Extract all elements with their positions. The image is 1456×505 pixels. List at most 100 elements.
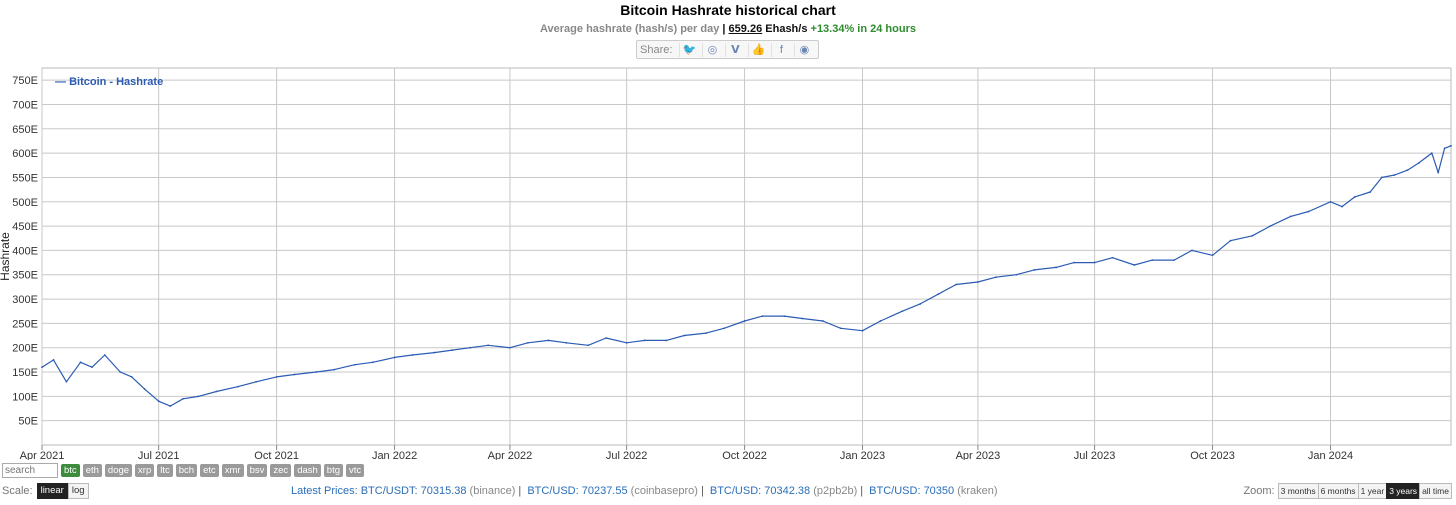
coin-selector: btcethdogexrpltcbchetcxmrbsvzecdashbtgvt…	[2, 463, 365, 478]
scale-log-button[interactable]: log	[67, 483, 89, 499]
reddit-icon[interactable]: ◎	[702, 42, 721, 57]
scale-linear-button[interactable]: linear	[36, 483, 68, 499]
weibo-icon[interactable]: ◉	[794, 42, 813, 57]
coin-button-bsv[interactable]: bsv	[246, 464, 268, 477]
coin-button-xmr[interactable]: xmr	[221, 464, 244, 477]
data-point	[937, 293, 940, 296]
chart-subtitle: Average hashrate (hash/s) per day | 659.…	[0, 23, 1456, 35]
y-tick-label: 450E	[12, 221, 38, 233]
data-point	[1269, 225, 1272, 227]
data-point	[1133, 264, 1136, 266]
zoom-label: Zoom:	[1243, 485, 1275, 497]
x-tick-label: Oct 2021	[254, 450, 299, 460]
x-tick-label: Apr 2022	[488, 450, 533, 460]
data-point	[1329, 200, 1332, 203]
y-tick-label: 200E	[12, 343, 38, 355]
data-point	[994, 276, 997, 279]
zoom-button-3-months[interactable]: 3 months	[1277, 483, 1319, 499]
data-point	[587, 344, 590, 347]
like-icon[interactable]: 👍	[748, 42, 767, 57]
coin-button-eth[interactable]: eth	[82, 464, 102, 477]
share-bar: Share: 🐦 ◎ 𝗩 👍 f ◉	[636, 40, 820, 59]
data-point	[1173, 259, 1175, 262]
price-binance[interactable]: BTC/USDT: 70315.38 (binance)	[360, 485, 516, 497]
x-tick-label: Jul 2021	[138, 450, 180, 460]
data-point	[625, 341, 628, 344]
zoom-button-1-year[interactable]: 1 year	[1357, 483, 1388, 499]
data-point	[1055, 266, 1058, 269]
data-point	[79, 361, 82, 364]
x-tick-label: Apr 2023	[956, 450, 1001, 460]
data-point	[169, 405, 172, 407]
data-point	[41, 366, 43, 369]
coin-button-dash[interactable]: dash	[294, 464, 321, 477]
data-point	[1289, 215, 1292, 218]
data-point	[1073, 261, 1075, 264]
data-point	[1353, 196, 1356, 198]
current-hashrate: | 659.26 Ehash/s	[722, 23, 808, 35]
zoom-button-6-months[interactable]: 6 months	[1317, 483, 1359, 499]
coin-button-btg[interactable]: btg	[323, 464, 344, 477]
coin-button-ltc[interactable]: ltc	[157, 464, 173, 477]
twitter-icon[interactable]: 🐦	[679, 42, 698, 57]
data-point	[1229, 239, 1232, 242]
price-coinbasepro[interactable]: BTC/USD: 70237.55 (coinbasepro)	[527, 485, 698, 497]
zoom-button-all-time[interactable]: all time	[1419, 483, 1452, 499]
data-point	[103, 354, 106, 356]
data-point	[143, 388, 146, 390]
data-point	[130, 375, 133, 378]
data-point	[1437, 171, 1440, 174]
data-point	[197, 395, 200, 398]
zoom-button-3-years[interactable]: 3 years	[1386, 483, 1421, 499]
data-point	[1393, 174, 1396, 176]
coin-button-zec[interactable]: zec	[270, 464, 292, 477]
data-point	[91, 366, 93, 369]
data-point	[901, 310, 904, 313]
data-point	[315, 371, 318, 373]
data-point	[1430, 152, 1433, 155]
data-point	[333, 368, 336, 371]
data-point	[393, 356, 396, 359]
data-point	[955, 283, 958, 286]
vk-icon[interactable]: 𝗩	[725, 42, 744, 57]
data-point	[371, 361, 374, 364]
plot-frame	[41, 67, 1452, 446]
chart-legend[interactable]: — Bitcoin - Hashrate	[55, 76, 164, 88]
y-tick-label: 250E	[12, 318, 38, 330]
coin-button-btc[interactable]: btc	[61, 464, 80, 477]
data-point	[433, 351, 436, 354]
coin-button-bch[interactable]: bch	[175, 464, 198, 477]
hashrate-change: +13.34% in 24 hours	[810, 23, 916, 35]
facebook-icon[interactable]: f	[771, 42, 790, 57]
data-point	[879, 320, 882, 322]
data-point	[723, 327, 725, 330]
y-tick-label: 500E	[12, 197, 38, 209]
scale-label: Scale:	[2, 485, 33, 497]
data-point	[1093, 261, 1096, 264]
x-tick-label: Apr 2021	[20, 450, 65, 460]
coin-button-xrp[interactable]: xrp	[135, 464, 155, 477]
data-point	[52, 358, 55, 361]
data-point	[1191, 249, 1193, 252]
data-point	[977, 281, 979, 283]
data-point	[1450, 144, 1452, 147]
data-point	[182, 397, 184, 400]
price-kraken[interactable]: BTC/USD: 70350 (kraken)	[869, 485, 998, 497]
data-point	[1033, 268, 1036, 271]
subtitle-label: Average hashrate (hash/s) per day	[540, 23, 720, 35]
coin-button-doge[interactable]: doge	[104, 464, 133, 477]
coin-button-vtc[interactable]: vtc	[346, 464, 365, 477]
x-tick-label: Jan 2022	[372, 450, 417, 460]
zoom-list: 3 months 6 months 1 year 3 years all time	[1277, 483, 1452, 499]
price-p2pb2b[interactable]: BTC/USD: 70342.38 (p2pb2b)	[709, 485, 858, 497]
search-input[interactable]	[2, 463, 58, 478]
data-point	[1380, 176, 1383, 179]
hashrate-chart[interactable]: 50E 100E 150E 200E 250E 300E 350E 400E 450E 500E 5…	[0, 60, 1456, 460]
coin-list: btc eth doge xrp ltc bch etc xmr bsv zec dash btg vt…	[61, 464, 365, 477]
data-point	[705, 332, 708, 335]
coin-button-etc[interactable]: etc	[200, 464, 219, 477]
page-title: Bitcoin Hashrate historical chart	[620, 2, 836, 18]
prices-label: Latest Prices:	[291, 485, 358, 497]
data-point	[1015, 273, 1018, 276]
zoom-selector: Zoom: 3 months 6 months 1 year 3 years all t…	[1243, 483, 1452, 499]
